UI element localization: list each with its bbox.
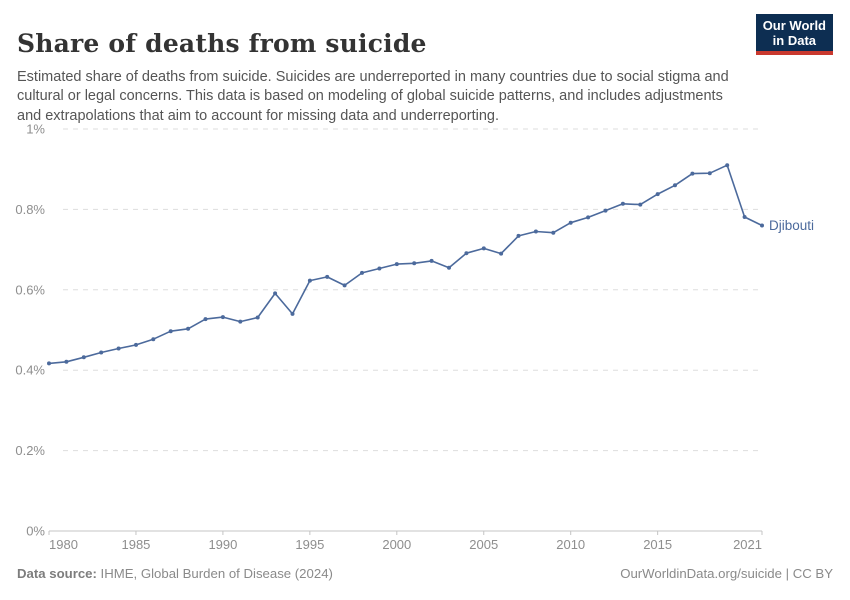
data-point[interactable] <box>203 317 208 322</box>
data-point[interactable] <box>168 329 173 334</box>
chart-subtitle: Estimated share of deaths from suicide. … <box>17 68 729 124</box>
data-point[interactable] <box>429 258 434 263</box>
data-point[interactable] <box>290 311 295 316</box>
data-point[interactable] <box>464 251 469 256</box>
data-point[interactable] <box>551 230 556 235</box>
series-line[interactable] <box>48 164 763 365</box>
y-tick-label: 0.2% <box>15 443 45 458</box>
data-point[interactable] <box>568 220 573 225</box>
x-tick-label: 1985 <box>121 537 150 552</box>
data-point[interactable] <box>603 208 608 213</box>
data-point[interactable] <box>638 202 643 207</box>
chart-plot[interactable]: 0% 0.2% 0.4% 0.6% 0.8% 1% 1980 1985 1990 1995 2000… <box>0 110 850 570</box>
y-tick-label: 1% <box>26 122 45 137</box>
credit-link[interactable]: OurWorldinData.org/suicide | CC BY <box>620 566 833 581</box>
series-label: Djibouti <box>769 218 814 233</box>
data-point[interactable] <box>655 192 660 197</box>
data-point[interactable] <box>325 274 330 279</box>
x-tick-label: 2015 <box>643 537 672 552</box>
owid-logo-line1: Our World <box>762 18 826 33</box>
y-tick-label: 0.8% <box>15 202 45 217</box>
data-point[interactable] <box>186 326 191 331</box>
data-point[interactable] <box>481 246 486 251</box>
data-point[interactable] <box>47 361 51 366</box>
data-point[interactable] <box>620 201 625 206</box>
data-point[interactable] <box>707 171 712 176</box>
data-point[interactable] <box>273 291 278 296</box>
page-title: Share of deaths from suicide <box>17 28 427 58</box>
data-point[interactable] <box>377 266 382 271</box>
y-tick-label: 0% <box>26 524 45 539</box>
owid-logo[interactable]: Our World in Data <box>755 14 833 55</box>
x-tick-label: 2000 <box>382 537 411 552</box>
x-tick-label: 2021 <box>733 537 762 552</box>
data-point[interactable] <box>81 355 86 360</box>
data-point[interactable] <box>742 215 747 219</box>
data-point[interactable] <box>760 223 764 228</box>
y-tick-label: 0.6% <box>15 282 45 297</box>
data-point[interactable] <box>412 261 417 266</box>
data-point[interactable] <box>307 278 312 283</box>
data-point[interactable] <box>134 342 138 347</box>
y-tick-label: 0.4% <box>15 363 45 378</box>
data-point[interactable] <box>360 270 364 275</box>
data-point[interactable] <box>533 229 538 234</box>
data-source-label: Data source: <box>17 566 97 581</box>
data-point[interactable] <box>238 319 243 324</box>
data-point[interactable] <box>255 315 260 320</box>
x-tick-label: 2010 <box>556 537 585 552</box>
data-point[interactable] <box>99 350 104 355</box>
data-point[interactable] <box>673 183 677 188</box>
data-source: Data source: IHME, Global Burden of Dise… <box>17 566 333 581</box>
x-tick-label: 1995 <box>295 537 324 552</box>
data-point[interactable] <box>220 315 225 320</box>
data-point[interactable] <box>586 215 591 220</box>
data-point[interactable] <box>447 265 451 270</box>
data-point[interactable] <box>116 346 121 351</box>
data-point[interactable] <box>64 359 69 364</box>
x-tick-label: 1990 <box>208 537 237 552</box>
data-point[interactable] <box>516 233 521 238</box>
owid-logo-line2: in Data <box>772 33 817 48</box>
x-tick-label: 2005 <box>469 537 498 552</box>
data-point[interactable] <box>725 163 730 168</box>
data-point[interactable] <box>342 283 347 288</box>
chart-footer: Data source: IHME, Global Burden of Dise… <box>17 566 833 581</box>
data-point[interactable] <box>690 171 695 176</box>
data-point[interactable] <box>151 337 156 342</box>
data-source-text: IHME, Global Burden of Disease (2024) <box>96 566 333 581</box>
x-tick-label: 1980 <box>49 537 78 552</box>
data-point[interactable] <box>394 262 399 267</box>
data-point[interactable] <box>499 251 504 256</box>
